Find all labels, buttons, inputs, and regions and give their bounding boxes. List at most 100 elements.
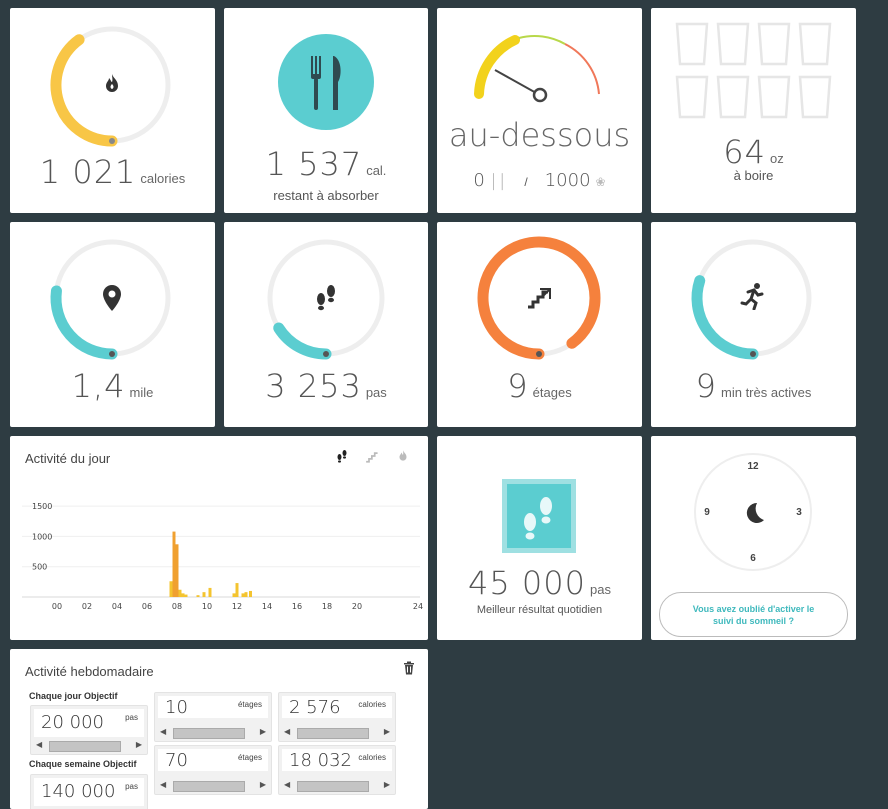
- chart-bar[interactable]: [241, 593, 245, 597]
- water-tile[interactable]: 64 oz à boire: [651, 8, 856, 213]
- active-unit: min très actives: [721, 385, 812, 400]
- daily-steps-goal: 20 000 pas ◀ ▶: [30, 705, 148, 755]
- chart-bar[interactable]: [178, 589, 182, 597]
- water-glass-icon[interactable]: [798, 22, 832, 66]
- scroll-left-icon[interactable]: ◀: [160, 727, 167, 736]
- daily-steps-input[interactable]: 20 000 pas: [34, 709, 144, 737]
- calories-tile[interactable]: 1 021 calories: [10, 8, 215, 213]
- chart-bar[interactable]: [202, 592, 206, 597]
- scroll-thumb[interactable]: [297, 728, 369, 739]
- daily-floors-scrollbar[interactable]: ◀ ▶: [158, 726, 268, 739]
- water-glasses: [675, 22, 835, 132]
- sleep-tracking-button[interactable]: Vous avez oublié d'activer le suivi du s…: [659, 592, 848, 637]
- calories-number: 1 021: [39, 153, 137, 191]
- scroll-left-icon[interactable]: ◀: [36, 740, 43, 749]
- food-tile[interactable]: 1 537 cal. restant à absorber: [224, 8, 428, 213]
- weekly-steps-input[interactable]: 140 000 pas: [34, 778, 144, 806]
- y-tick-label: 1000: [32, 532, 52, 541]
- chart-bar[interactable]: [172, 531, 176, 597]
- trash-icon[interactable]: [403, 661, 415, 675]
- weekly-steps-value: 140 000: [41, 781, 116, 802]
- water-glass-icon[interactable]: [757, 75, 791, 119]
- sleep-tile[interactable]: 12 3 6 9 Vous avez oublié d'activer le s…: [651, 436, 856, 640]
- floors-tile[interactable]: 9 étages: [437, 222, 642, 427]
- scroll-left-icon[interactable]: ◀: [284, 780, 291, 789]
- chart-tab-floors-icon[interactable]: [365, 449, 381, 463]
- food-balance-tile[interactable]: au-dessous 0 ││ / 1000 ❀: [437, 8, 642, 213]
- steps-badge-icon: [502, 479, 576, 553]
- daily-floors-goal: 10 étages ◀ ▶: [154, 692, 272, 742]
- scroll-right-icon[interactable]: ▶: [383, 727, 390, 736]
- x-tick-label: 02: [82, 602, 92, 611]
- chart-bar[interactable]: [244, 592, 248, 597]
- chart-bar[interactable]: [208, 587, 212, 597]
- food-caption: restant à absorber: [273, 188, 379, 203]
- scroll-thumb[interactable]: [49, 741, 121, 752]
- weekly-calories-value: 18 032: [289, 750, 352, 771]
- chart-bar[interactable]: [175, 544, 179, 597]
- steps-value: 3 253 pas: [224, 367, 428, 405]
- chart-bar[interactable]: [235, 583, 239, 597]
- activity-bar-chart: 1500 1000 500 00 02 04 06 08 10 12 14 16 18 20 24: [22, 502, 423, 611]
- weekly-floors-scrollbar[interactable]: ◀ ▶: [158, 779, 268, 792]
- scroll-thumb[interactable]: [173, 781, 245, 792]
- separator: /: [524, 175, 528, 189]
- water-caption: à boire: [733, 168, 774, 183]
- distance-ring: [50, 239, 171, 360]
- daily-calories-input[interactable]: 2 576 calories: [282, 696, 392, 718]
- floors-ring: [477, 236, 601, 360]
- steps-unit: pas: [365, 385, 387, 400]
- weekly-calories-input[interactable]: 18 032 calories: [282, 749, 392, 771]
- chart-bar[interactable]: [181, 593, 185, 597]
- x-tick-label: 10: [202, 602, 212, 611]
- chart-bar[interactable]: [196, 595, 200, 597]
- scroll-thumb[interactable]: [173, 728, 245, 739]
- weekly-floors-input[interactable]: 70 étages: [158, 749, 268, 771]
- daily-floors-unit: étages: [237, 700, 262, 709]
- weekly-calories-scrollbar[interactable]: ◀ ▶: [282, 779, 392, 792]
- scroll-right-icon[interactable]: ▶: [135, 740, 142, 749]
- clock-label-3: 3: [796, 507, 802, 518]
- chart-tab-steps-icon[interactable]: [335, 449, 349, 463]
- food-number: 1 537: [265, 145, 363, 183]
- weekly-floors-value: 70: [165, 750, 188, 771]
- weekly-activity-tile[interactable]: Activité hebdomadaire Chaque jour Object…: [10, 649, 428, 809]
- chart-bar[interactable]: [169, 581, 173, 597]
- daily-steps-scrollbar[interactable]: ◀ ▶: [34, 739, 144, 752]
- scroll-thumb[interactable]: [297, 781, 369, 792]
- water-glass-icon[interactable]: [716, 75, 750, 119]
- water-glass-icon[interactable]: [757, 22, 791, 66]
- daily-calories-scrollbar[interactable]: ◀ ▶: [282, 726, 392, 739]
- floors-value: 9 étages: [437, 367, 642, 405]
- scroll-right-icon[interactable]: ▶: [259, 780, 266, 789]
- daily-calories-goal: 2 576 calories ◀ ▶: [278, 692, 396, 742]
- water-glass-icon[interactable]: [716, 22, 750, 66]
- chart-tab-calories-icon[interactable]: [396, 449, 410, 463]
- chart-bar[interactable]: [249, 590, 252, 597]
- water-glass-icon[interactable]: [675, 22, 709, 66]
- scroll-right-icon[interactable]: ▶: [259, 727, 266, 736]
- water-glass-icon[interactable]: [798, 75, 832, 119]
- badge-value: 45 000 pas: [437, 564, 642, 602]
- water-glass-icon[interactable]: [675, 75, 709, 119]
- badge-caption: Meilleur résultat quotidien: [476, 604, 603, 616]
- burn-value: 1000: [544, 170, 591, 191]
- badge-tile[interactable]: 45 000 pas Meilleur résultat quotidien: [437, 436, 642, 640]
- distance-number: 1,4: [71, 367, 126, 405]
- chart-bar[interactable]: [184, 594, 188, 597]
- steps-ring: [267, 239, 385, 360]
- clock-face: 12 3 6 9: [694, 453, 812, 571]
- distance-tile[interactable]: 1,4 mile: [10, 222, 215, 427]
- daily-activity-tile[interactable]: Activité du jour 1500 1000 500 00 02 04 06 08 10…: [10, 436, 428, 640]
- daily-floors-input[interactable]: 10 étages: [158, 696, 268, 718]
- chart-bar[interactable]: [232, 593, 236, 597]
- active-value: 9 min très actives: [651, 367, 856, 405]
- water-number: 64: [723, 133, 766, 171]
- steps-tile[interactable]: 3 253 pas: [224, 222, 428, 427]
- scroll-left-icon[interactable]: ◀: [284, 727, 291, 736]
- water-unit: oz: [769, 151, 784, 166]
- scroll-right-icon[interactable]: ▶: [383, 780, 390, 789]
- y-tick-label: 500: [32, 563, 47, 572]
- scroll-left-icon[interactable]: ◀: [160, 780, 167, 789]
- active-minutes-tile[interactable]: 9 min très actives: [651, 222, 856, 427]
